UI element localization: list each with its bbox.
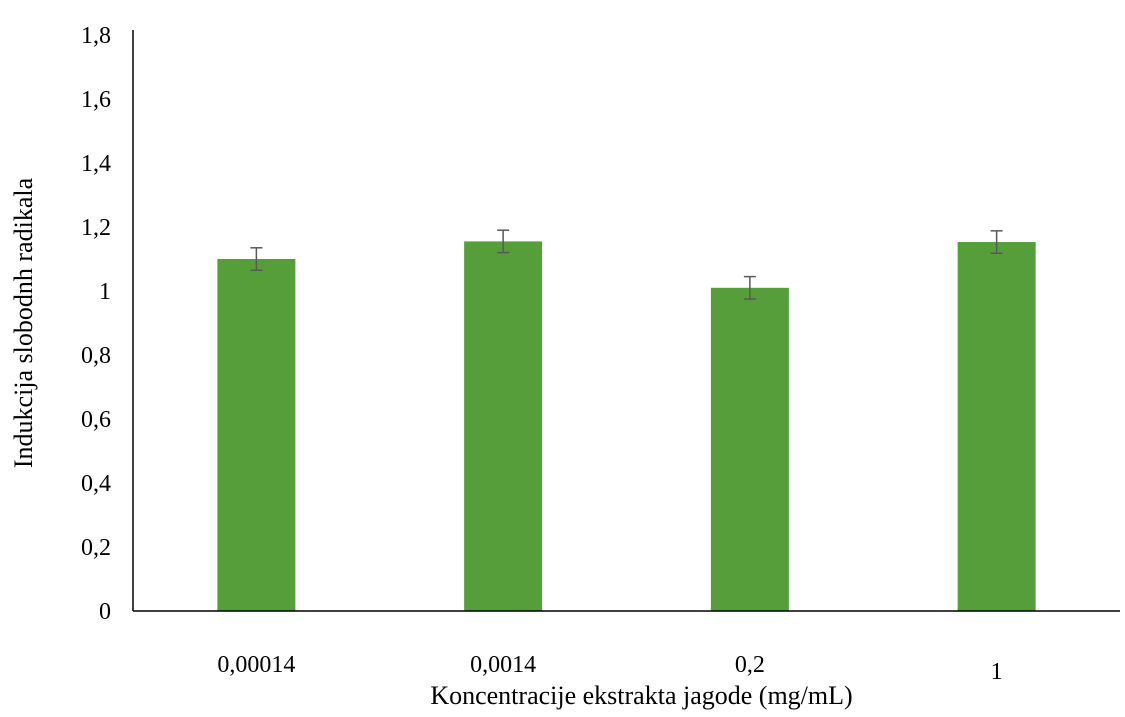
y-tick-label: 0,2 [81, 535, 111, 561]
y-tick-label: 1,6 [81, 87, 111, 113]
y-tick-label: 0,6 [81, 407, 111, 433]
bars [217, 241, 1036, 612]
bar [957, 242, 1036, 612]
y-tick-label: 0 [99, 599, 111, 625]
y-tick-label: 0,4 [81, 471, 111, 497]
error-bar [250, 247, 263, 271]
error-bars [250, 229, 1003, 300]
x-tick-label: 0,0014 [470, 652, 536, 678]
y-tick-label: 1,4 [81, 151, 111, 177]
error-bar [990, 230, 1003, 254]
bar [464, 241, 543, 611]
x-axis-title: Koncentracije ekstrakta jagode (mg/mL) [430, 681, 852, 710]
y-tick-label: 0,8 [81, 343, 111, 369]
x-tick-label: 0,2 [735, 652, 765, 678]
x-tick-label: 1 [991, 659, 1003, 685]
bar [217, 259, 296, 611]
y-tick-label: 1,2 [81, 215, 111, 241]
x-tick-label: 0,00014 [217, 652, 295, 678]
y-tick-label: 1,8 [81, 23, 111, 49]
y-axis-title: Indukcija slobodnh radikala [9, 177, 38, 468]
error-bar [497, 229, 510, 254]
y-axis-ticks: 0 0,2 0,4 0,6 0,8 1 1,2 1,4 1,6 1,8 [81, 23, 111, 625]
bar [710, 287, 789, 611]
error-bar [743, 275, 756, 300]
x-axis-tick-labels: 0,00014 0,0014 0,2 1 [217, 652, 1002, 685]
y-tick-label: 1 [99, 279, 111, 305]
